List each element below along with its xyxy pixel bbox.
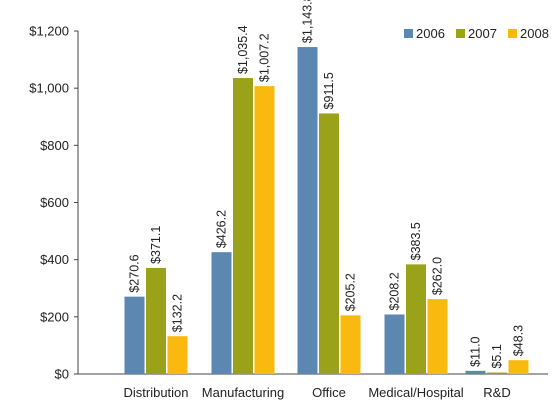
bar: [340, 315, 361, 374]
data-label: $48.3: [512, 325, 526, 356]
bar: [167, 336, 188, 374]
data-label: $371.1: [149, 226, 163, 264]
x-axis: Distribution Manufacturing Office Medical/H…: [78, 373, 548, 400]
bar: [465, 370, 486, 374]
bar: [254, 86, 275, 374]
x-category-label: R&D: [483, 385, 510, 400]
y-tick-label: $1,000: [29, 81, 69, 96]
data-label: $270.6: [128, 254, 142, 292]
data-label: $5.1: [490, 344, 504, 368]
bar: [146, 267, 166, 374]
bar: [297, 47, 318, 374]
data-label: $911.5: [322, 72, 336, 109]
y-tick-label: $600: [40, 195, 69, 210]
y-axis: $0 $200 $400 $600 $800 $1,000 $1,200: [29, 24, 79, 382]
bar: [384, 314, 405, 374]
data-label: $132.2: [171, 294, 185, 332]
data-label: $1,007.2: [258, 33, 272, 82]
data-label: $1,143.8: [301, 0, 315, 43]
x-category-label: Distribution: [123, 385, 188, 400]
legend-label: 2007: [468, 26, 497, 41]
bar: [211, 252, 232, 374]
data-label: $11.0: [469, 336, 483, 366]
y-tick-label: $200: [40, 309, 69, 324]
data-label: $262.0: [431, 257, 445, 295]
bar: [233, 78, 253, 375]
y-tick-label: $800: [40, 138, 69, 153]
data-label: $426.2: [215, 210, 229, 248]
data-label: $1,035.4: [236, 25, 250, 74]
x-category-label: Office: [312, 385, 346, 400]
legend-swatch: [508, 29, 517, 38]
legend-label: 2008: [520, 26, 549, 41]
bar: [427, 299, 448, 374]
legend-label: 2006: [416, 26, 445, 41]
data-labels: $270.6 $371.1 $132.2 $426.2 $1,035.4 $1,007.2…: [128, 0, 526, 369]
x-category-label: Medical/Hospital: [368, 385, 463, 400]
legend-swatch: [456, 29, 465, 38]
y-tick-label: $0: [55, 367, 69, 382]
legend-swatch: [404, 29, 413, 38]
y-tick-label: $1,200: [29, 24, 69, 39]
y-tick-label: $400: [40, 252, 69, 267]
bars: [124, 47, 529, 375]
data-label: $205.2: [344, 273, 358, 311]
bar: [124, 296, 145, 374]
x-category-label: Manufacturing: [202, 385, 284, 400]
legend: 2006 2007 2008: [404, 26, 549, 41]
data-label: $383.5: [409, 222, 423, 260]
bar: [508, 360, 529, 374]
data-label: $208.2: [388, 272, 402, 310]
bar: [406, 264, 426, 374]
bar: [487, 372, 507, 374]
bar: [319, 113, 339, 374]
